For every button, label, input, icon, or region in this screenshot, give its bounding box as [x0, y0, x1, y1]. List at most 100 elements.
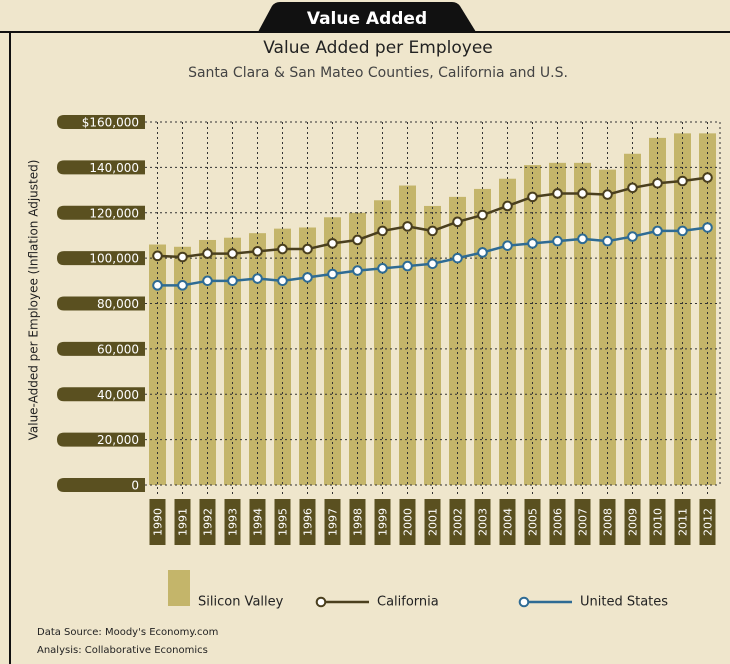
- x-tick-label: 1992: [202, 508, 215, 536]
- x-tick-box: [324, 499, 341, 545]
- point: [552, 188, 563, 199]
- bar: [274, 228, 291, 485]
- point: [202, 248, 213, 259]
- point: [677, 175, 688, 187]
- x-tick-box: [674, 499, 691, 545]
- x-tick-box: [599, 499, 616, 545]
- point: [227, 275, 238, 287]
- bar: [449, 196, 466, 485]
- legend-label: Silicon Valley: [198, 595, 284, 610]
- bar: [649, 137, 666, 485]
- x-tick-box: [649, 499, 666, 545]
- y-tick-pill: [57, 478, 145, 492]
- x-tick-box: [399, 499, 416, 545]
- point: [427, 225, 438, 237]
- y-tick-pill: [57, 251, 145, 266]
- x-tick-box: [549, 499, 566, 545]
- x-tick-label: 1994: [252, 508, 265, 536]
- point: [352, 265, 363, 276]
- legend-marker: [518, 596, 530, 608]
- x-tick-box: [149, 499, 166, 545]
- y-tick-label: 140,000: [89, 161, 139, 175]
- x-tick-box: [474, 499, 491, 545]
- y-tick-pill: [57, 115, 145, 129]
- point: [252, 273, 263, 284]
- legend-label: California: [377, 595, 439, 610]
- y-tick-pill: [57, 160, 145, 175]
- point: [327, 238, 338, 249]
- x-tick-box: [224, 499, 241, 545]
- point: [452, 252, 463, 264]
- point: [152, 250, 163, 262]
- point: [502, 200, 513, 212]
- x-tick-label: 2006: [552, 508, 565, 536]
- bar: [149, 244, 166, 485]
- bar: [299, 227, 316, 485]
- x-tick-label: 2011: [677, 508, 690, 536]
- x-tick-label: 2000: [402, 508, 415, 536]
- point: [577, 188, 588, 199]
- bar: [224, 237, 241, 485]
- point: [377, 225, 388, 237]
- x-tick-label: 1999: [377, 508, 390, 536]
- x-tick-box: [524, 499, 541, 545]
- x-tick-label: 2003: [477, 508, 490, 536]
- point: [577, 233, 588, 245]
- chart-title: Value Added per Employee: [263, 38, 493, 58]
- point: [202, 275, 213, 287]
- x-tick-box: [249, 499, 266, 545]
- point: [177, 280, 188, 291]
- bar: [474, 188, 491, 485]
- point: [477, 209, 488, 221]
- point: [627, 231, 638, 242]
- point: [702, 172, 713, 183]
- point: [302, 272, 313, 283]
- x-tick-box: [424, 499, 441, 545]
- x-tick-box: [299, 499, 316, 545]
- x-tick-label: 2010: [652, 508, 665, 536]
- legend-marker: [315, 596, 327, 608]
- point: [677, 225, 688, 237]
- y-tick-pill: [57, 387, 145, 402]
- y-tick-label: 20,000: [97, 433, 139, 447]
- bar: [249, 233, 266, 485]
- y-tick-label: 0: [131, 479, 139, 493]
- legend-label: United States: [580, 595, 668, 610]
- bar: [174, 246, 191, 485]
- point: [477, 247, 488, 258]
- x-tick-label: 1997: [327, 508, 340, 536]
- point: [327, 268, 338, 280]
- note: Data Source: Moody's Economy.com: [37, 627, 218, 638]
- x-tick-box: [449, 499, 466, 545]
- point: [302, 243, 313, 255]
- point: [527, 191, 538, 203]
- x-tick-label: 2012: [702, 508, 715, 536]
- x-tick-label: 1991: [177, 508, 190, 536]
- x-tick-label: 2001: [427, 508, 440, 536]
- y-tick-label: 80,000: [97, 297, 139, 311]
- y-tick-pill: [57, 432, 145, 447]
- y-tick-label: 100,000: [89, 252, 139, 266]
- chart-subtitle: Santa Clara & San Mateo Counties, Califo…: [188, 65, 568, 81]
- x-tick-label: 1995: [277, 508, 290, 536]
- bar: [324, 217, 341, 485]
- point: [502, 240, 513, 251]
- bar: [699, 133, 716, 485]
- point: [277, 275, 288, 287]
- x-tick-label: 2009: [627, 508, 640, 536]
- x-tick-label: 1990: [152, 508, 165, 536]
- x-tick-box: [499, 499, 516, 545]
- y-tick-pill: [57, 341, 145, 356]
- point: [527, 238, 538, 249]
- point: [427, 258, 438, 270]
- tab-title: Value Added: [307, 9, 427, 29]
- x-tick-box: [349, 499, 366, 545]
- y-tick-pill: [57, 205, 145, 220]
- x-tick-label: 2004: [502, 508, 515, 536]
- x-tick-box: [174, 499, 191, 545]
- x-tick-box: [624, 499, 641, 545]
- point: [552, 235, 563, 247]
- x-tick-label: 1993: [227, 508, 240, 536]
- x-tick-label: 1998: [352, 508, 365, 536]
